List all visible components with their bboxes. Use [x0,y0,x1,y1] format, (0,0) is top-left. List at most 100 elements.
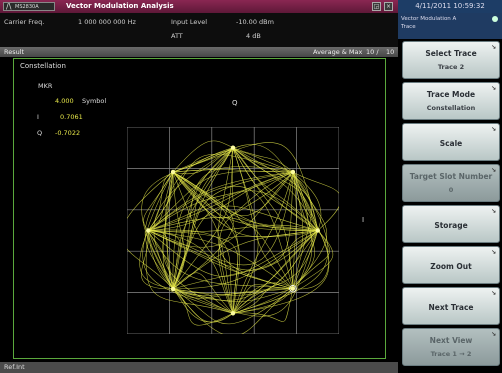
submenu-arrow-icon: ↘ [490,85,496,92]
softkey-label: Zoom Out [430,262,472,271]
trajectory-curve [172,272,234,314]
trajectory-curve [232,230,319,314]
marker-point [289,285,297,293]
average-count: 10 / [366,48,379,56]
trajectory-curve [172,171,318,232]
trajectory-curve [148,217,294,289]
trajectory-curve [145,230,234,314]
softkey-1[interactable]: Select Trace Trace 2 ↘ [402,41,500,79]
trajectory-curve [232,171,313,314]
trajectory-curve [292,230,330,289]
submenu-arrow-icon: ↘ [490,208,496,215]
datetime: 4/11/2011 10:59:32 [398,0,502,13]
softkey-sub-label: Trace 2 [437,63,465,71]
marker-symbol-unit: Symbol [82,97,107,105]
symbol-point [230,311,236,316]
trajectory-curve [148,171,174,231]
trajectory-curve [232,171,329,314]
trajectory-curve [172,288,234,323]
trajectory-curve [172,205,318,290]
trajectory-traces [127,140,339,334]
page-indicator-icon [492,16,498,22]
trajectory-curve [147,230,174,290]
softkey-5[interactable]: Storage ↘ [402,205,500,243]
trajectory-curve [148,171,294,231]
trajectory-curve [172,171,186,290]
marker-symbol-value: 4.000 [55,97,74,105]
softkey-sub-label: Trace 1 → 2 [430,350,472,358]
trajectory-curve [292,171,318,231]
trajectory-curve [172,171,294,290]
reference-status: Ref.Int [4,363,25,371]
trajectory-curve [164,147,234,290]
carrier-freq-value[interactable]: 1 000 000 000 Hz [78,18,136,26]
trajectory-curve [148,230,293,289]
q-axis-label: Q [232,99,238,107]
trajectory-curve [232,171,294,314]
trajectory-curve [148,230,294,289]
logo-mark: /\ [6,2,12,11]
trajectory-curve [219,171,294,314]
trajectory-curve [292,171,339,231]
trajectory-curve [147,230,293,299]
trajectory-curve [232,171,304,314]
input-level-value[interactable]: -10.00 dBm [236,18,274,26]
close-window-button[interactable]: × [384,2,393,11]
trajectory-curve [172,230,318,290]
softkey-sub-label: Constellation [426,104,476,112]
softkey-6[interactable]: Zoom Out ↘ [402,246,500,284]
trajectory-curve [148,230,318,271]
result-bar: Result Average & Max 10 / 10 [0,47,398,57]
trajectory-curve [172,147,234,290]
trajectory-curve [232,147,318,231]
trajectory-curve [172,140,234,173]
softkey-7[interactable]: Next Trace ↘ [402,287,500,325]
att-label: ATT [171,32,183,40]
trajectory-curve [148,171,294,248]
submenu-arrow-icon: ↘ [490,44,496,51]
trajectory-curve [292,230,334,289]
softkey-menu-title: Vector Modulation A [401,16,456,22]
title-bar: /\ MS2830A Vector Modulation Analysis ◲ … [0,0,398,13]
submenu-arrow-icon: ↘ [490,249,496,256]
trajectory-curve [232,147,318,231]
trajectory-curve [232,147,319,231]
trajectory-curve [172,288,294,325]
softkey-page: A [452,16,457,22]
att-value[interactable]: 4 dB [246,32,261,40]
symbol-point [290,286,296,291]
trajectory-curve [292,230,329,290]
constellation-plot[interactable] [127,127,339,334]
trajectory-curve [172,147,234,290]
softkey-8: Next View Trace 1 → 2 ↘ [402,328,500,366]
trajectory-curve [232,230,318,314]
submenu-arrow-icon: ↘ [490,290,496,297]
softkey-label: Trace Mode [426,90,476,99]
trajectory-curve [292,171,297,289]
trajectory-curve [232,147,312,289]
trajectory-curve [172,171,240,314]
carrier-freq-label: Carrier Freq. [4,18,45,26]
trajectory-curve [153,147,234,290]
app-title: Vector Modulation Analysis [66,2,174,10]
trajectory-curve [232,147,294,173]
softkey-3[interactable]: Scale ↘ [402,123,500,161]
average-total: 10 [386,48,395,56]
restore-window-button[interactable]: ◲ [372,2,381,11]
trajectory-curve [147,230,174,290]
marker-q-label: Q [37,129,43,137]
i-axis-label: I [362,216,365,224]
trajectory-curve [172,288,234,314]
trajectory-curve [232,147,319,231]
trajectory-curve [232,147,318,231]
parameter-area: Carrier Freq. 1 000 000 000 Hz Input Lev… [0,13,398,47]
symbol-point [290,169,296,175]
trajectory-curve [142,171,234,314]
softkey-label: Next View [429,336,473,345]
submenu-arrow-icon: ↘ [490,126,496,133]
trajectory-curve [172,288,293,303]
softkey-label: Storage [434,221,468,230]
trajectory-curve [292,171,322,231]
softkey-2[interactable]: Trace Mode Constellation ↘ [402,82,500,120]
trajectory-curve [148,170,294,231]
